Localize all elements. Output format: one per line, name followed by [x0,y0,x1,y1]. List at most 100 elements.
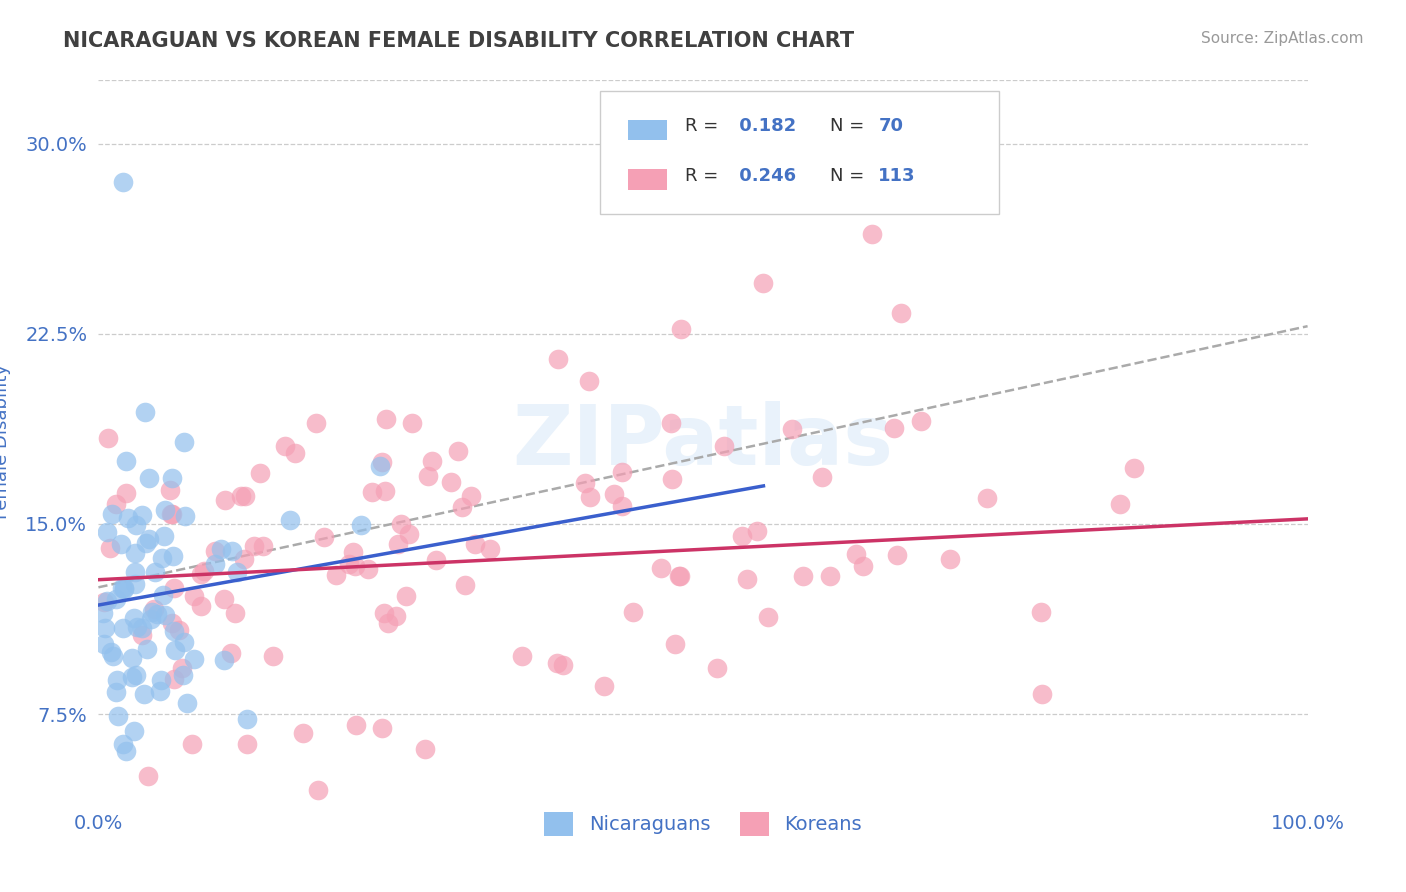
Point [780,422,803,436]
Point [1109,497,1132,511]
Point [661,472,683,486]
Point [117,511,139,525]
Point [221,544,243,558]
Point [170,660,193,674]
Point [862,227,884,241]
Point [373,606,395,620]
Point [243,539,266,553]
Point [730,529,752,543]
Point [401,416,423,430]
Point [374,483,396,498]
Point [124,546,146,560]
Point [214,592,236,607]
Point [150,673,173,687]
Point [93,637,115,651]
Point [650,561,672,575]
Point [124,577,146,591]
Point [659,416,682,430]
Point [252,539,274,553]
Point [510,649,533,664]
Point [115,485,138,500]
Point [125,620,148,634]
Point [112,582,135,596]
Point [226,565,249,579]
Point [121,651,143,665]
Point [174,508,197,523]
Point [450,500,472,514]
Point [176,696,198,710]
Point [104,591,127,606]
Point [910,414,932,428]
Point [160,615,183,630]
Point [131,508,153,522]
Point [152,529,174,543]
Point [165,643,187,657]
Point [124,565,146,579]
Text: 0.182: 0.182 [734,117,796,135]
Point [447,444,470,458]
Point [292,725,315,739]
Point [183,589,205,603]
Point [125,518,148,533]
Point [551,657,574,672]
Point [101,507,124,521]
Point [110,537,132,551]
Point [371,721,394,735]
Point [162,549,184,564]
Point [160,507,183,521]
Point [371,455,394,469]
Point [460,489,482,503]
Point [163,672,186,686]
Point [135,536,157,550]
Y-axis label: Female Disability: Female Disability [0,364,11,519]
Point [756,610,779,624]
Point [420,454,443,468]
Point [1031,687,1053,701]
Point [669,568,692,582]
Point [745,524,768,539]
Point [305,417,328,431]
Point [792,569,814,583]
Point [98,541,121,555]
Point [91,607,114,621]
Point [141,605,163,619]
Point [1122,460,1144,475]
Point [231,489,253,503]
Point [163,624,186,638]
Point [852,558,875,573]
Point [811,469,834,483]
Point [579,490,602,504]
Point [96,594,118,608]
Point [361,484,384,499]
Point [155,608,177,623]
Point [610,500,633,514]
Point [342,544,364,558]
Point [107,708,129,723]
Text: N =: N = [830,117,870,135]
Point [214,652,236,666]
Point [389,517,412,532]
Point [735,572,758,586]
Point [190,567,212,582]
FancyBboxPatch shape [628,169,666,190]
Point [278,513,301,527]
Point [478,542,501,557]
Point [221,646,243,660]
Point [105,673,128,687]
Point [172,668,194,682]
Point [547,352,569,367]
Point [93,595,115,609]
Point [214,493,236,508]
Point [890,306,912,320]
Point [440,475,463,489]
Point [578,374,600,388]
Text: R =: R = [685,117,724,135]
Point [153,502,176,516]
Point [325,567,347,582]
Point [1029,605,1052,619]
Point [180,737,202,751]
Point [574,475,596,490]
Point [132,687,155,701]
Point [134,405,156,419]
Point [415,742,437,756]
